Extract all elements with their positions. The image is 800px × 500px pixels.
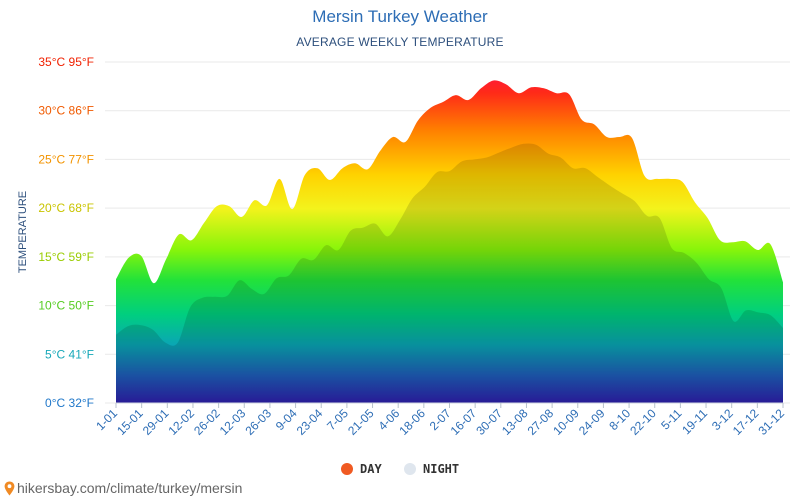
y-tick-label: 35°C 95°F bbox=[38, 55, 94, 69]
x-tick-label: 15-01 bbox=[114, 406, 146, 438]
x-tick-label: 23-04 bbox=[294, 406, 326, 438]
chart-subtitle: AVERAGE WEEKLY TEMPERATURE bbox=[296, 35, 504, 49]
legend-day-label: DAY bbox=[360, 462, 382, 476]
y-tick-label: 30°C 86°F bbox=[38, 104, 94, 118]
x-tick-label: 13-08 bbox=[499, 406, 531, 438]
location-pin-icon bbox=[4, 481, 15, 495]
x-tick-label: 31-12 bbox=[756, 406, 788, 438]
x-tick-label: 18-06 bbox=[396, 406, 428, 438]
source-link[interactable]: hikersbay.com/climate/turkey/mersin bbox=[4, 480, 242, 496]
chart-plot: 0°C 32°F 5°C 41°F 10°C 50°F 15°C 59°F 20°C 6… bbox=[17, 55, 790, 438]
legend-night-swatch bbox=[404, 463, 416, 475]
series-night-shade bbox=[116, 143, 783, 403]
y-tick-label: 5°C 41°F bbox=[45, 347, 94, 361]
y-tick-label: 10°C 50°F bbox=[38, 299, 94, 313]
x-tick-label: 10-09 bbox=[550, 406, 582, 438]
x-tick-label: 26-03 bbox=[242, 406, 274, 438]
x-tick-label: 16-07 bbox=[448, 406, 480, 438]
x-tick-label: 30-07 bbox=[473, 406, 505, 438]
legend-item-night: NIGHT bbox=[404, 462, 459, 476]
chart-title: Mersin Turkey Weather bbox=[312, 7, 488, 26]
y-axis-label: TEMPERATURE bbox=[17, 191, 29, 273]
y-tick-label: 25°C 77°F bbox=[38, 152, 94, 166]
y-tick-label: 20°C 68°F bbox=[38, 201, 94, 215]
x-tick-label: 12-03 bbox=[217, 406, 249, 438]
x-tick-label: 12-02 bbox=[165, 406, 197, 438]
y-tick-label: 15°C 59°F bbox=[38, 250, 94, 264]
x-tick-label: 27-08 bbox=[525, 406, 557, 438]
series-night-area bbox=[116, 143, 783, 403]
legend-item-day: DAY bbox=[341, 462, 382, 476]
x-tick-label: 26-02 bbox=[191, 406, 223, 438]
x-tick-label: 17-12 bbox=[730, 406, 762, 438]
x-tick-label: 24-09 bbox=[576, 406, 608, 438]
y-tick-label: 0°C 32°F bbox=[45, 396, 94, 410]
source-text: hikersbay.com/climate/turkey/mersin bbox=[17, 480, 243, 496]
legend-night-label: NIGHT bbox=[423, 462, 460, 476]
x-tick-label: 22-10 bbox=[627, 406, 659, 438]
x-tick-label: 19-11 bbox=[679, 406, 710, 437]
x-tick-label: 29-01 bbox=[140, 406, 172, 438]
legend-day-swatch bbox=[341, 463, 353, 475]
x-tick-label: 21-05 bbox=[345, 406, 377, 438]
